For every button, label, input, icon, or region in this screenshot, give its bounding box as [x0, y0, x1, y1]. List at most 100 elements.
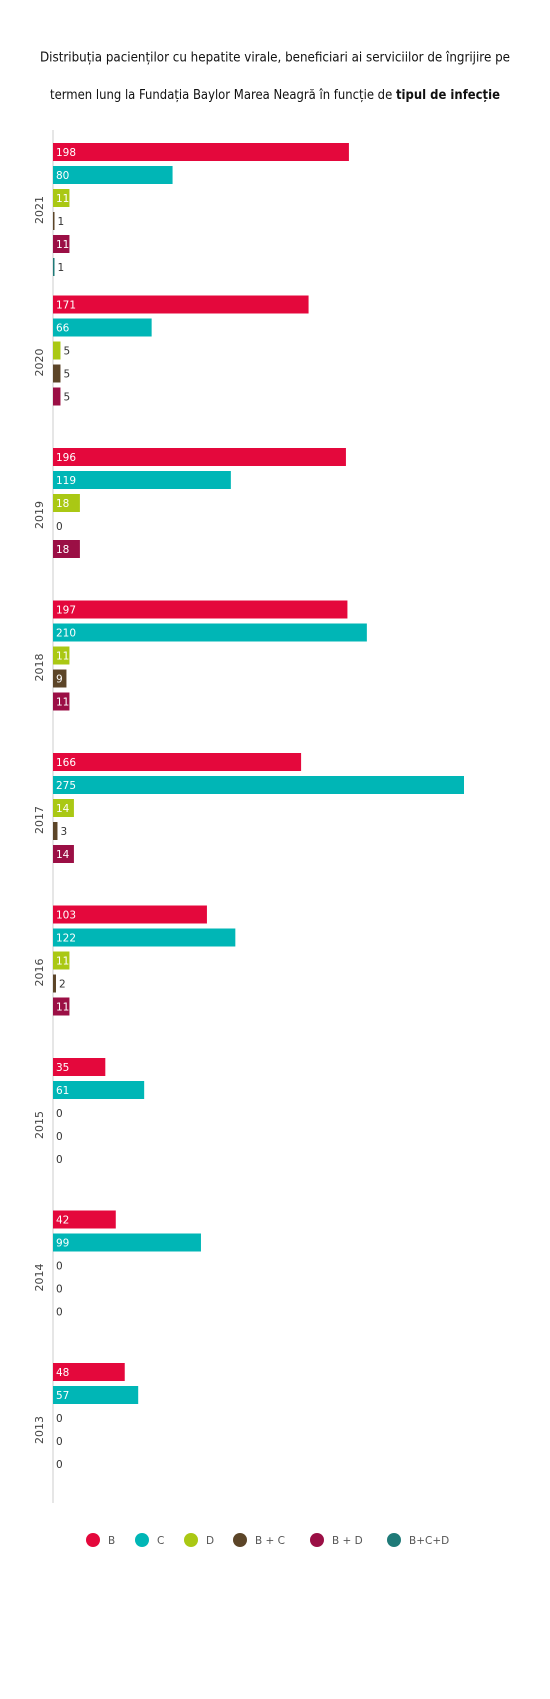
bar: [53, 387, 61, 406]
value-label: 5: [63, 346, 70, 358]
title-text: termen lung la Fundația Baylor Marea Nea…: [50, 88, 392, 103]
bar: [53, 974, 56, 993]
value-label: 48: [56, 1367, 69, 1379]
bar: [53, 1233, 201, 1252]
value-label: 18: [56, 544, 69, 556]
value-label: 2: [59, 979, 66, 991]
chart-title: Distribuția pacienților cu hepatite vira…: [40, 51, 510, 66]
value-label: 61: [56, 1085, 69, 1097]
value-label: 0: [56, 1436, 63, 1448]
value-label: 9: [56, 674, 63, 686]
legend-label: D: [206, 1535, 214, 1547]
bar: [53, 235, 70, 253]
y-tick-label: 2014: [33, 1264, 46, 1292]
bar: [53, 364, 61, 383]
legend-marker: [387, 1533, 401, 1547]
legend-marker: [233, 1533, 247, 1547]
legend-label: B+C+D: [409, 1535, 449, 1547]
value-label: 196: [56, 452, 76, 464]
y-tick-label: 2020: [33, 349, 46, 377]
bar: [53, 1210, 116, 1229]
y-tick-label: 2021: [33, 196, 46, 224]
bar: [53, 189, 70, 207]
value-label: 197: [56, 605, 76, 617]
value-label: 11: [56, 651, 69, 663]
value-label: 103: [56, 910, 76, 922]
bar: [53, 471, 231, 489]
value-label: 171: [56, 300, 76, 312]
legend-marker: [135, 1533, 149, 1547]
bar: [53, 822, 58, 840]
bar: [53, 692, 70, 711]
title-emphasis: tipul de infecție: [396, 88, 500, 103]
bar: [53, 341, 61, 360]
value-label: 0: [56, 1307, 63, 1319]
value-label: 11: [56, 193, 69, 205]
value-label: 198: [56, 147, 76, 159]
y-tick-label: 2016: [33, 959, 46, 987]
legend-marker: [184, 1533, 198, 1547]
bar: [53, 1363, 125, 1381]
bar: [53, 845, 74, 863]
value-label: 11: [56, 239, 69, 251]
bar: [53, 1081, 145, 1099]
bar: [53, 997, 70, 1016]
bar: [53, 494, 80, 512]
y-tick-label: 2013: [33, 1416, 46, 1444]
value-label: 166: [56, 757, 76, 769]
value-label: 5: [63, 392, 70, 404]
y-tick-label: 2019: [33, 501, 46, 529]
value-label: 210: [56, 628, 76, 640]
value-label: 5: [63, 369, 70, 381]
y-tick-label: 2018: [33, 654, 46, 682]
bar: [53, 951, 70, 970]
bar: [53, 928, 236, 947]
bar: [53, 258, 55, 276]
value-label: 11: [56, 697, 69, 709]
value-label: 0: [56, 1459, 63, 1471]
bar: [53, 776, 464, 794]
legend-marker: [86, 1533, 100, 1547]
value-label: 57: [56, 1390, 69, 1402]
bar: [53, 540, 80, 558]
bar: [53, 318, 152, 337]
bar: [53, 1058, 106, 1076]
bar: [53, 623, 367, 642]
bar: [53, 166, 173, 184]
value-label: 11: [56, 1002, 69, 1014]
value-label: 0: [56, 1108, 63, 1120]
bar: [53, 1386, 139, 1404]
legend-label: B: [108, 1535, 115, 1547]
bar: [53, 295, 309, 314]
bar: [53, 799, 74, 817]
value-label: 0: [56, 1154, 63, 1166]
bar: [53, 448, 346, 466]
value-label: 0: [56, 1131, 63, 1143]
value-label: 0: [56, 1284, 63, 1296]
value-label: 11: [56, 956, 69, 968]
value-label: 42: [56, 1215, 69, 1227]
value-label: 0: [56, 1413, 63, 1425]
bar: [53, 212, 55, 230]
y-tick-label: 2017: [33, 806, 46, 834]
bar: [53, 143, 349, 161]
bar: [53, 669, 67, 688]
bar: [53, 753, 302, 771]
y-tick-label: 2015: [33, 1111, 46, 1139]
bar: [53, 905, 207, 924]
value-label: 14: [56, 803, 70, 815]
value-label: 18: [56, 498, 69, 510]
value-label: 14: [56, 849, 70, 861]
value-label: 1: [57, 216, 64, 228]
value-label: 122: [56, 933, 76, 945]
value-label: 119: [56, 475, 76, 487]
value-label: 0: [56, 521, 63, 533]
value-label: 80: [56, 170, 69, 182]
value-label: 35: [56, 1062, 69, 1074]
value-label: 66: [56, 323, 70, 335]
legend-label: C: [157, 1535, 164, 1547]
chart-title: termen lung la Fundația Baylor Marea Nea…: [50, 88, 500, 103]
legend-label: B + C: [255, 1535, 285, 1547]
